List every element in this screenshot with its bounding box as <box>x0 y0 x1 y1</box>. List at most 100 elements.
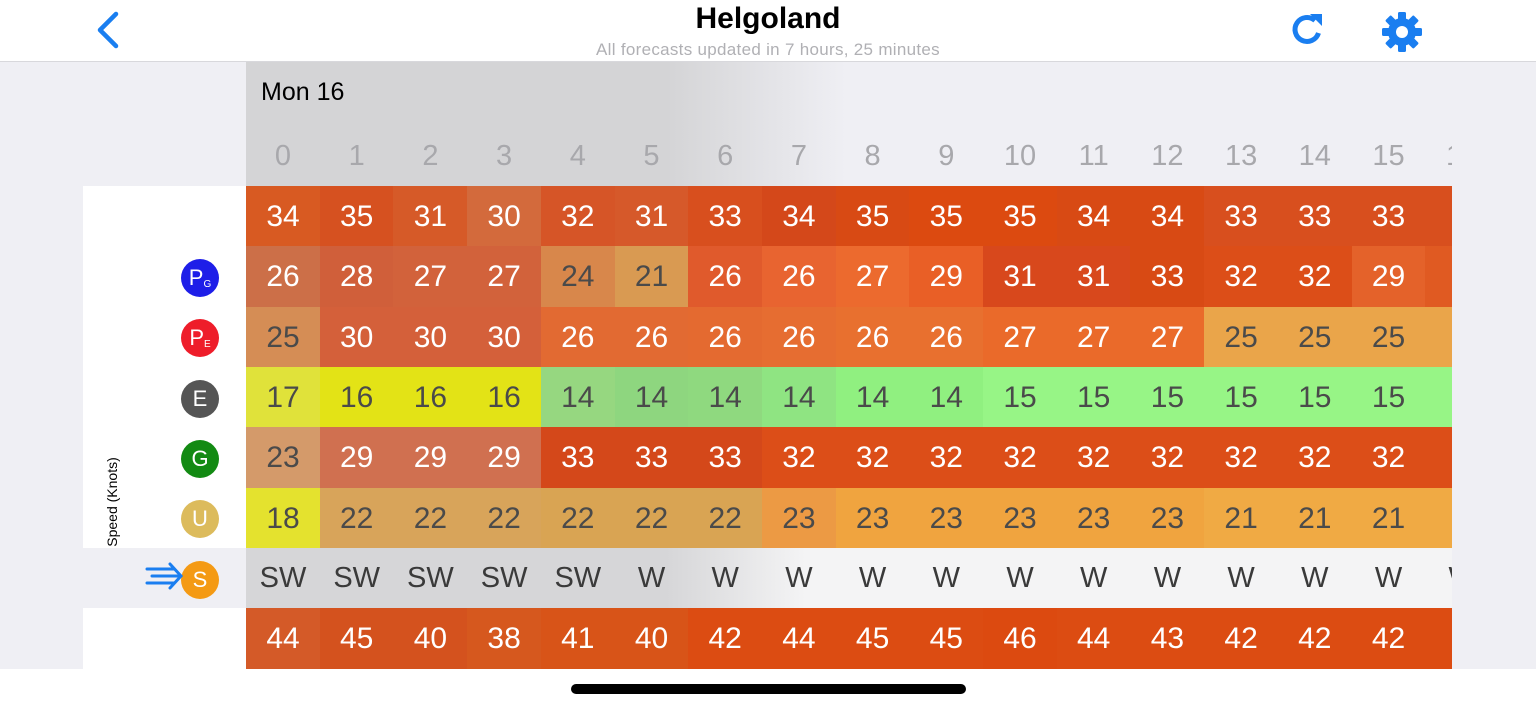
speed-cell[interactable]: 27 <box>983 306 1057 368</box>
speed-cell[interactable]: 33 <box>1277 186 1352 247</box>
speed-cell[interactable]: 43 <box>1130 608 1205 669</box>
direction-cell[interactable]: SW <box>333 561 381 594</box>
speed-cell[interactable]: 25 <box>1351 306 1426 368</box>
speed-cell[interactable]: 26 <box>909 306 984 368</box>
direction-cell[interactable]: SW <box>407 561 454 594</box>
speed-cell[interactable]: 31 <box>393 186 468 247</box>
speed-cell[interactable]: 18 <box>246 487 320 549</box>
speed-cell[interactable]: 29 <box>909 246 984 308</box>
speed-cell[interactable]: 35 <box>909 186 984 247</box>
speed-cell[interactable]: 44 <box>1056 608 1131 669</box>
speed-cell[interactable]: 27 <box>835 246 910 308</box>
speed-cell[interactable]: 23 <box>909 487 984 549</box>
speed-cell[interactable]: 29 <box>393 427 468 489</box>
direction-cell[interactable]: SW <box>554 561 602 594</box>
speed-cell[interactable]: 27 <box>393 246 468 308</box>
speed-cell[interactable]: 42 <box>1277 608 1352 669</box>
speed-cell[interactable]: 26 <box>761 306 836 368</box>
speed-cell[interactable]: 44 <box>246 608 320 669</box>
speed-cell[interactable]: 42 <box>1204 608 1279 669</box>
speed-cell[interactable]: 32 <box>835 427 910 489</box>
speed-cell[interactable]: 24 <box>540 246 615 308</box>
speed-cell[interactable]: 32 <box>1351 427 1426 489</box>
speed-cell[interactable]: 26 <box>540 306 615 368</box>
speed-cell[interactable]: 27 <box>1130 306 1205 368</box>
speed-cell[interactable]: 30 <box>467 306 542 368</box>
speed-cell[interactable]: 23 <box>761 487 836 549</box>
speed-cell[interactable]: 14 <box>835 366 910 428</box>
home-indicator[interactable] <box>571 684 966 694</box>
speed-cell[interactable]: 22 <box>614 487 689 549</box>
speed-cell[interactable]: 2 <box>1425 306 1452 368</box>
speed-cell[interactable]: 22 <box>319 487 394 549</box>
speed-cell[interactable]: 3 <box>1425 427 1452 489</box>
speed-cell[interactable]: 22 <box>393 487 468 549</box>
speed-cell[interactable]: 15 <box>983 366 1057 428</box>
speed-cell[interactable]: 32 <box>983 427 1057 489</box>
speed-cell[interactable]: 42 <box>1351 608 1426 669</box>
speed-cell[interactable]: 45 <box>319 608 394 669</box>
speed-cell[interactable]: 35 <box>983 186 1057 247</box>
speed-cell[interactable]: 32 <box>1056 427 1131 489</box>
speed-cell[interactable]: 31 <box>983 246 1057 308</box>
speed-cell[interactable]: 34 <box>1056 186 1131 247</box>
speed-cell[interactable]: 35 <box>835 186 910 247</box>
direction-cell[interactable]: W <box>858 561 887 594</box>
speed-cell[interactable]: 33 <box>1351 186 1426 247</box>
speed-cell[interactable]: 27 <box>467 246 542 308</box>
speed-cell[interactable]: 3 <box>1425 186 1452 247</box>
speed-cell[interactable]: 45 <box>909 608 984 669</box>
speed-cell[interactable]: 34 <box>761 186 836 247</box>
back-button[interactable] <box>92 8 128 52</box>
speed-cell[interactable]: 14 <box>540 366 615 428</box>
speed-cell[interactable]: 14 <box>761 366 836 428</box>
speed-cell[interactable]: 23 <box>983 487 1057 549</box>
speed-cell[interactable]: 32 <box>540 186 615 247</box>
speed-cell[interactable]: 28 <box>319 246 394 308</box>
speed-cell[interactable]: 31 <box>614 186 689 247</box>
speed-cell[interactable]: 2 <box>1425 487 1452 549</box>
speed-cell[interactable]: 34 <box>1130 186 1205 247</box>
speed-cell[interactable]: 26 <box>246 246 320 308</box>
speed-cell[interactable]: 33 <box>614 427 689 489</box>
speed-cell[interactable]: 23 <box>835 487 910 549</box>
speed-cell[interactable]: 32 <box>1277 427 1352 489</box>
speed-cell[interactable]: 33 <box>688 186 763 247</box>
direction-cell[interactable]: W <box>711 561 739 594</box>
direction-cell[interactable]: W <box>1006 561 1034 594</box>
speed-cell[interactable]: 31 <box>1056 246 1131 308</box>
speed-cell[interactable]: 30 <box>319 306 394 368</box>
speed-cell[interactable]: 23 <box>1130 487 1205 549</box>
speed-cell[interactable]: 14 <box>688 366 763 428</box>
speed-cell[interactable]: 26 <box>688 306 763 368</box>
speed-cell[interactable]: 45 <box>835 608 910 669</box>
direction-cell[interactable]: SW <box>259 561 307 594</box>
settings-button[interactable] <box>1380 10 1424 54</box>
speed-cell[interactable]: 33 <box>1130 246 1205 308</box>
speed-cell[interactable]: 21 <box>1351 487 1426 549</box>
speed-cell[interactable]: 33 <box>1204 186 1279 247</box>
speed-cell[interactable]: 15 <box>1130 366 1205 428</box>
speed-cell[interactable]: 4 <box>1425 608 1452 669</box>
speed-cell[interactable]: 23 <box>246 427 320 489</box>
forecast-grid[interactable]: Mon 16 012345678910111213141516 34353130… <box>246 62 1452 669</box>
speed-cell[interactable]: 32 <box>1204 427 1279 489</box>
speed-cell[interactable]: 32 <box>1204 246 1279 308</box>
speed-cell[interactable]: 42 <box>688 608 763 669</box>
speed-cell[interactable]: 21 <box>1277 487 1352 549</box>
direction-cell[interactable]: W <box>1301 561 1329 594</box>
speed-cell[interactable]: 15 <box>1204 366 1279 428</box>
speed-cell[interactable]: 26 <box>835 306 910 368</box>
speed-cell[interactable]: 15 <box>1277 366 1352 428</box>
direction-cell[interactable]: W <box>932 561 960 594</box>
speed-cell[interactable]: 26 <box>761 246 836 308</box>
speed-cell[interactable]: 40 <box>614 608 689 669</box>
speed-cell[interactable]: 33 <box>688 427 763 489</box>
speed-cell[interactable]: 16 <box>319 366 394 428</box>
speed-cell[interactable]: 21 <box>614 246 689 308</box>
speed-cell[interactable]: 40 <box>393 608 468 669</box>
speed-cell[interactable]: 22 <box>688 487 763 549</box>
speed-cell[interactable]: 2 <box>1425 246 1452 308</box>
speed-cell[interactable]: 41 <box>540 608 615 669</box>
direction-cell[interactable]: W <box>785 561 813 594</box>
